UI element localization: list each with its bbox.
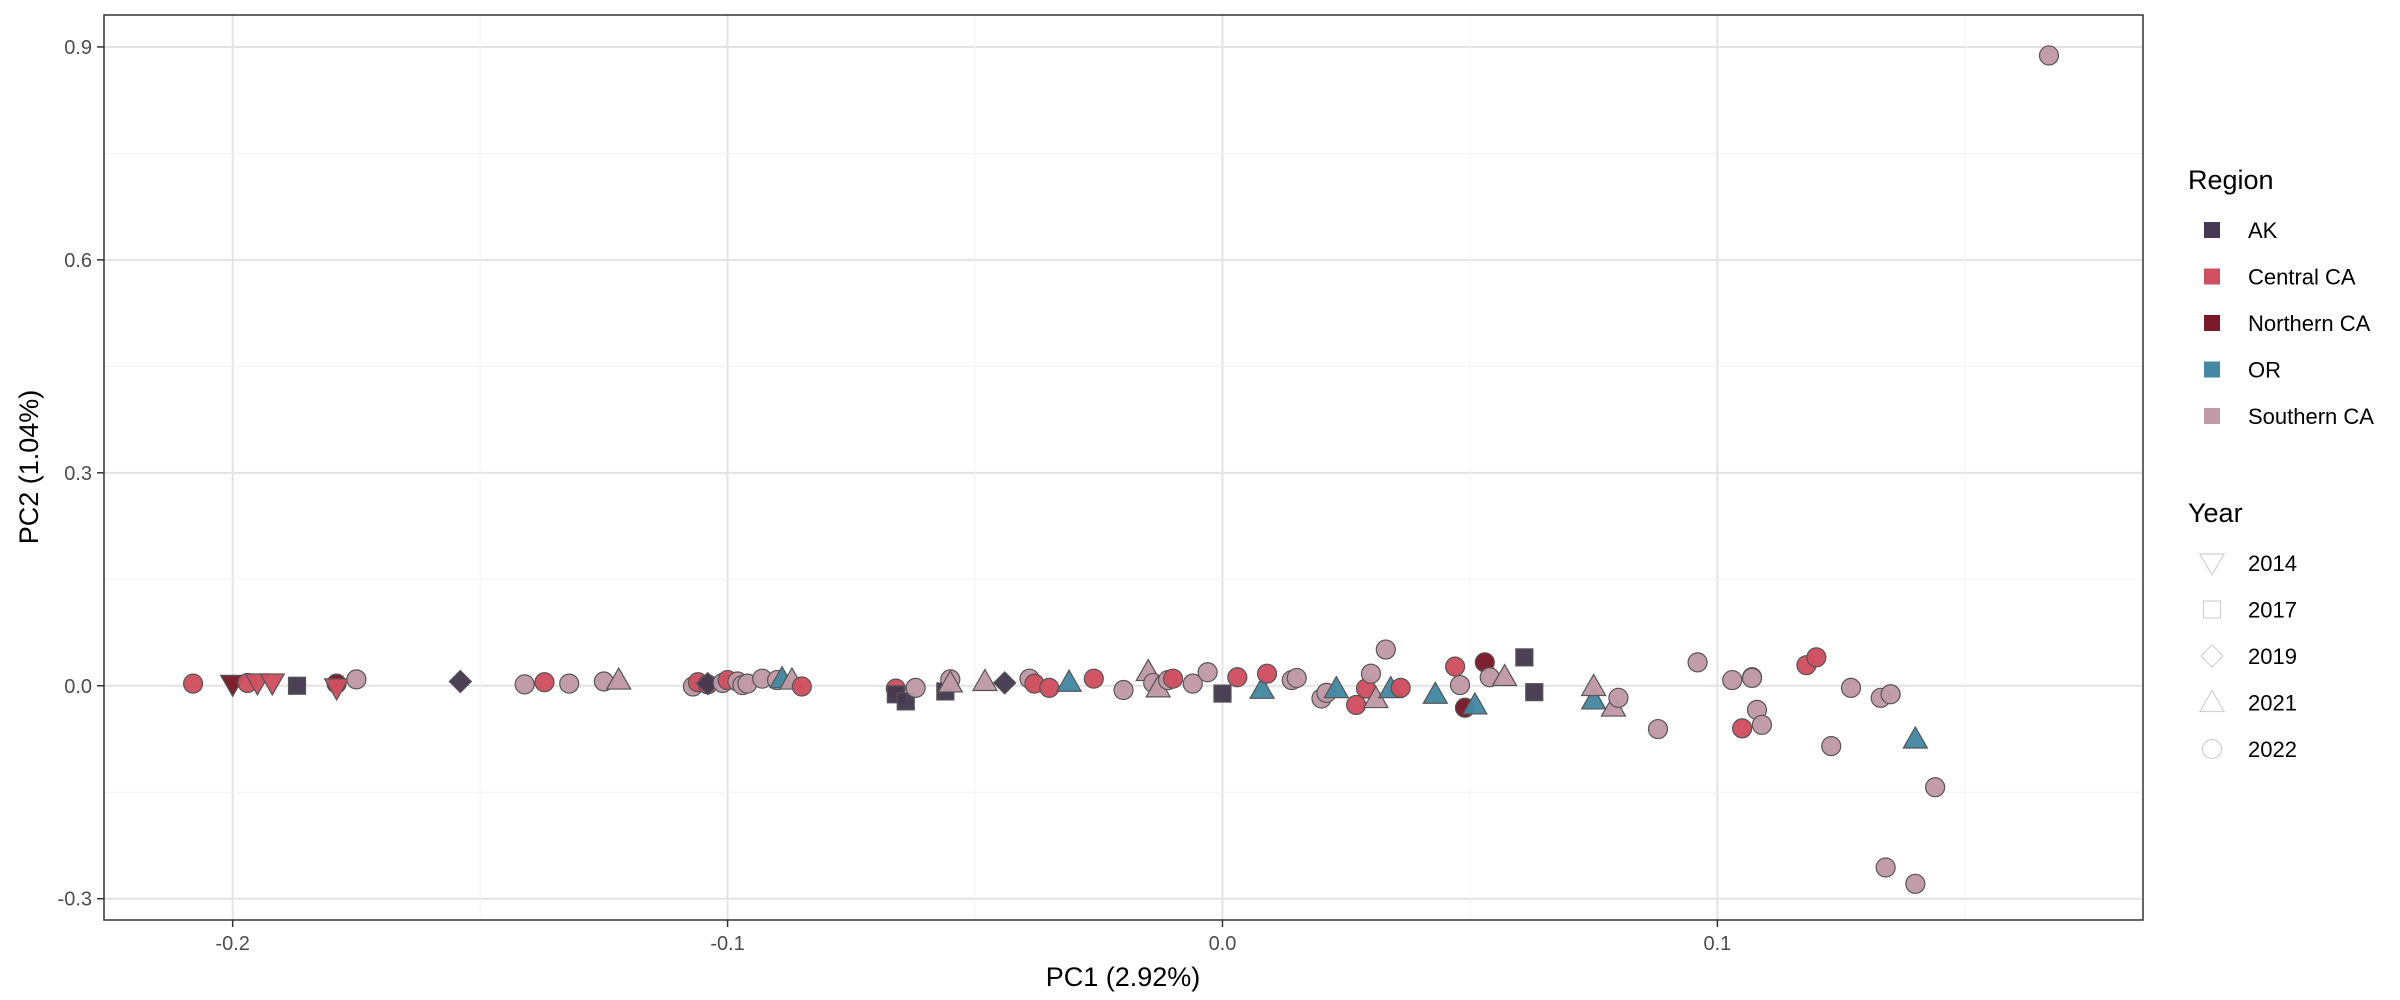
- data-point: [1491, 663, 1518, 687]
- data-point: [1732, 718, 1753, 739]
- legend-key-label: 2019: [2248, 644, 2297, 669]
- data-point: [1375, 639, 1396, 660]
- data-point: [182, 673, 204, 694]
- data-point: [1580, 673, 1607, 697]
- data-point: [791, 676, 812, 697]
- legend-key-label: 2014: [2248, 551, 2297, 576]
- data-point: [1722, 669, 1743, 691]
- legend-key-shape: [2200, 644, 2224, 668]
- data-point: [2038, 45, 2060, 66]
- data-point: [1449, 674, 1471, 696]
- data-point: [1390, 677, 1411, 698]
- data-point: [992, 671, 1017, 695]
- y-axis-title: PC2 (1.04%): [14, 390, 44, 545]
- data-point: [1213, 684, 1232, 703]
- y-tick-label: -0.3: [58, 889, 92, 911]
- y-tick-label: 0.3: [64, 463, 92, 485]
- data-point: [971, 668, 998, 692]
- data-point: [1608, 687, 1629, 708]
- data-point: [1227, 667, 1248, 688]
- legend-key-swatch: [2204, 315, 2220, 331]
- data-point: [559, 673, 580, 694]
- data-point: [1256, 663, 1278, 684]
- data-point: [287, 676, 307, 695]
- data-point: [1346, 694, 1367, 716]
- data-point: [1905, 873, 1926, 894]
- y-tick-label: 0.0: [64, 676, 92, 698]
- axis-ticks: -0.2 -0.1 0.0 0.1 -0.3 0.0 0.3 0.6 0.9: [58, 37, 1732, 955]
- legend-key-label: Southern CA: [2248, 404, 2374, 429]
- legend-key-label: 2017: [2248, 598, 2297, 623]
- data-point: [1323, 675, 1350, 699]
- legend-key-label: 2022: [2248, 737, 2297, 762]
- legend-key-label: Northern CA: [2248, 311, 2371, 336]
- data-point: [1741, 667, 1763, 689]
- data-point: [1525, 683, 1544, 702]
- legend-key-swatch: [2204, 268, 2220, 285]
- data-point: [1902, 725, 1929, 749]
- data-point: [514, 674, 535, 695]
- data-point: [1880, 684, 1901, 705]
- data-point: [1751, 714, 1773, 735]
- data-point: [1197, 662, 1218, 683]
- x-tick-label: -0.2: [215, 933, 249, 955]
- data-point: [1515, 648, 1534, 667]
- data-point: [1162, 668, 1184, 689]
- y-tick-label: 0.6: [64, 250, 92, 272]
- data-point: [1249, 676, 1276, 699]
- legend-key-shape: [2198, 553, 2226, 577]
- data-point: [259, 673, 286, 697]
- year-legend: Year 2014 2017 2019 2021 2022: [2188, 498, 2297, 762]
- data-point: [1444, 656, 1466, 677]
- x-tick-label: 0.0: [1209, 933, 1237, 955]
- legend-key-swatch: [2204, 222, 2220, 238]
- data-point: [1286, 667, 1307, 689]
- data-point: [1360, 663, 1382, 684]
- y-tick-label: 0.9: [64, 37, 92, 59]
- data-point: [1113, 679, 1134, 701]
- data-point: [448, 669, 473, 694]
- x-tick-label: -0.1: [710, 933, 744, 955]
- data-point: [346, 669, 367, 690]
- data-point: [1925, 777, 1946, 798]
- data-point: [1875, 857, 1896, 878]
- region-legend: Region AK Central CA Northern CA OR Southern…: [2188, 165, 2374, 429]
- data-point: [605, 666, 632, 690]
- data-point: [1821, 735, 1842, 757]
- data-point: [1182, 673, 1203, 694]
- legend-key-label: 2021: [2248, 691, 2297, 716]
- legend-key-label: AK: [2248, 218, 2278, 243]
- legend-key-shape: [2198, 689, 2226, 713]
- data-point: [1422, 681, 1449, 704]
- year-legend-title: Year: [2188, 498, 2243, 528]
- data-point: [1687, 652, 1708, 673]
- data-point: [1580, 686, 1607, 710]
- panel-border: [103, 14, 2144, 921]
- data-point: [1083, 668, 1104, 689]
- data-point: [1056, 669, 1083, 692]
- legend-key-swatch: [2204, 361, 2220, 378]
- panel-background: [104, 15, 2143, 920]
- data-point: [1647, 718, 1669, 740]
- data-point: [323, 678, 350, 702]
- legend-key-shape: [2202, 600, 2222, 619]
- legend-key-shape: [2201, 738, 2223, 760]
- data-points: [182, 45, 2060, 894]
- data-point: [1461, 691, 1488, 715]
- legend-key-label: OR: [2248, 358, 2281, 383]
- x-tick-label: 0.1: [1703, 933, 1731, 955]
- legend-key-label: Central CA: [2248, 265, 2356, 290]
- legend-key-swatch: [2204, 408, 2220, 424]
- data-point: [937, 669, 964, 693]
- region-legend-title: Region: [2188, 165, 2274, 195]
- x-axis-title: PC1 (2.92%): [1046, 962, 1201, 992]
- data-point: [905, 677, 926, 698]
- data-point: [534, 672, 555, 693]
- data-point: [896, 692, 915, 711]
- data-point: [1840, 677, 1862, 698]
- data-point: [1806, 647, 1827, 668]
- data-point: [1039, 677, 1060, 698]
